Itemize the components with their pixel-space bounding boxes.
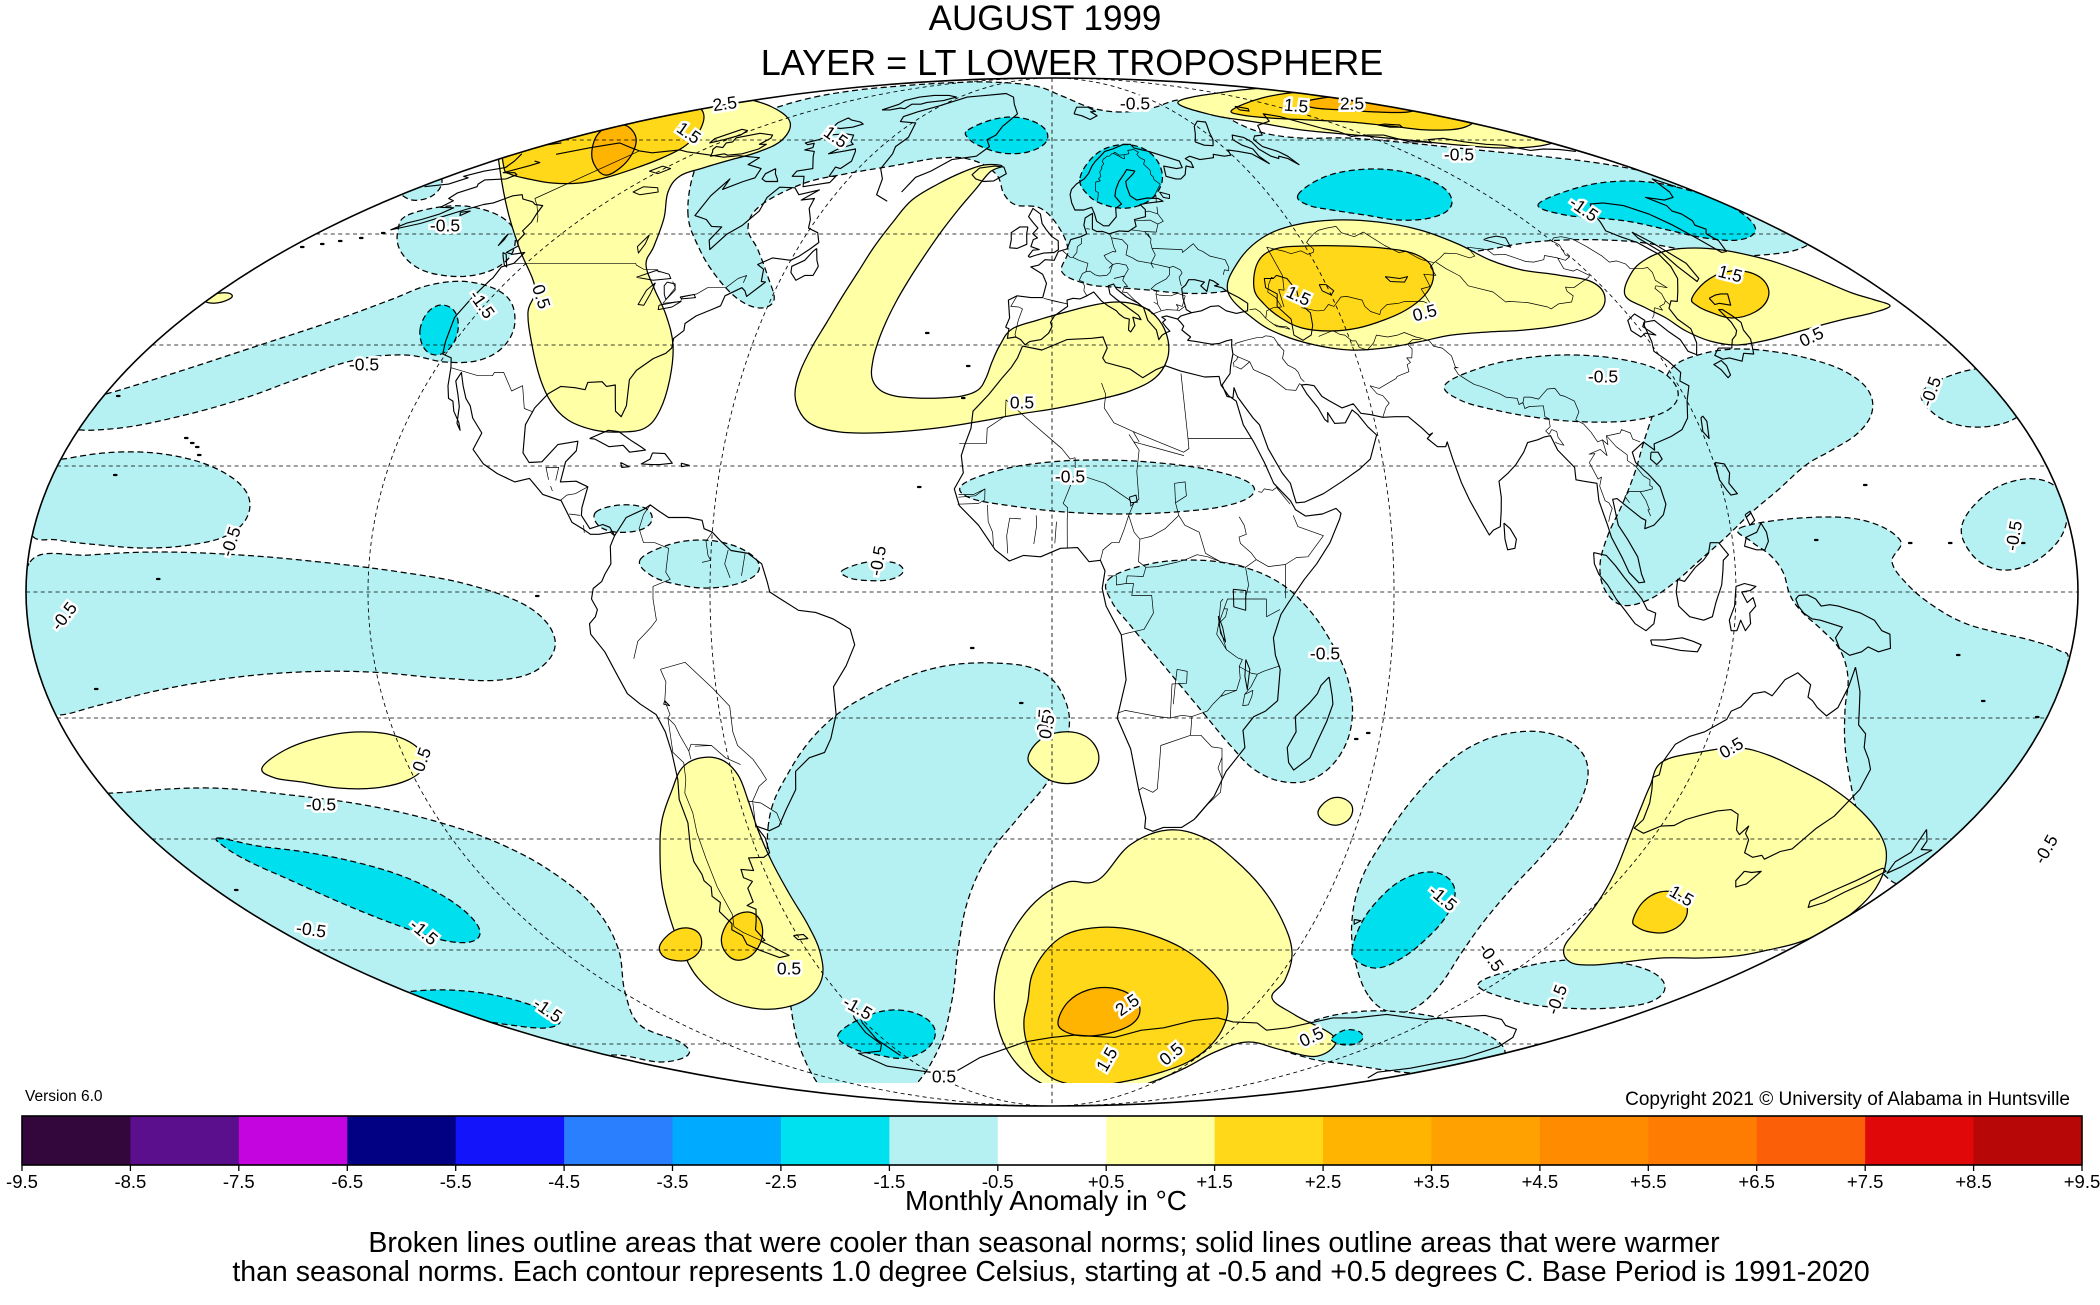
- svg-text:0.5: 0.5: [777, 959, 801, 979]
- svg-text:Version 6.0: Version 6.0: [25, 1088, 103, 1105]
- svg-text:+1.5: +1.5: [1196, 1171, 1233, 1192]
- svg-text:+9.5: +9.5: [2064, 1171, 2100, 1192]
- svg-text:-1.5: -1.5: [873, 1171, 905, 1192]
- svg-text:-0.5: -0.5: [1444, 145, 1474, 165]
- svg-text:-5.5: -5.5: [440, 1171, 472, 1192]
- svg-text:0.5: 0.5: [932, 1067, 956, 1087]
- svg-text:-9.5: -9.5: [6, 1171, 38, 1192]
- svg-text:LAYER = LT LOWER TROPOSPHERE: LAYER = LT LOWER TROPOSPHERE: [761, 42, 1384, 83]
- svg-text:-0.5: -0.5: [1120, 94, 1150, 114]
- svg-text:-6.5: -6.5: [331, 1171, 363, 1192]
- svg-text:AUGUST 1999: AUGUST 1999: [929, 0, 1162, 38]
- svg-text:-0.5: -0.5: [1032, 708, 1055, 740]
- svg-text:Monthly Anomaly in °C: Monthly Anomaly in °C: [905, 1185, 1187, 1216]
- svg-text:-0.5: -0.5: [1055, 467, 1085, 487]
- svg-text:-7.5: -7.5: [223, 1171, 255, 1192]
- svg-text:+4.5: +4.5: [1522, 1171, 1559, 1192]
- svg-text:0.5: 0.5: [1010, 393, 1034, 413]
- svg-text:Copyright 2021 © University of: Copyright 2021 © University of Alabama i…: [1625, 1089, 2070, 1110]
- svg-text:+0.5: +0.5: [1088, 1171, 1125, 1192]
- svg-text:+7.5: +7.5: [1847, 1171, 1884, 1192]
- svg-text:+3.5: +3.5: [1413, 1171, 1450, 1192]
- svg-text:+8.5: +8.5: [1955, 1171, 1992, 1192]
- svg-text:-3.5: -3.5: [657, 1171, 689, 1192]
- svg-text:-0.5: -0.5: [306, 795, 336, 815]
- svg-text:+6.5: +6.5: [1738, 1171, 1775, 1192]
- svg-text:-0.5: -0.5: [295, 918, 328, 942]
- svg-text:+5.5: +5.5: [1630, 1171, 1667, 1192]
- svg-text:2.5: 2.5: [1340, 94, 1364, 114]
- svg-text:-0.5: -0.5: [430, 216, 460, 236]
- svg-text:1.5: 1.5: [1283, 95, 1309, 117]
- svg-text:Broken lines outline areas tha: Broken lines outline areas that were coo…: [368, 1227, 1720, 1259]
- svg-text:than seasonal norms. Each cont: than seasonal norms. Each contour repres…: [232, 1256, 1869, 1288]
- svg-text:-4.5: -4.5: [548, 1171, 580, 1192]
- svg-text:-8.5: -8.5: [114, 1171, 146, 1192]
- svg-text:-0.5: -0.5: [982, 1171, 1014, 1192]
- svg-text:+2.5: +2.5: [1305, 1171, 1342, 1192]
- svg-text:-0.5: -0.5: [1588, 367, 1618, 387]
- svg-text:0.5: 0.5: [1035, 713, 1059, 740]
- svg-text:-2.5: -2.5: [765, 1171, 797, 1192]
- svg-text:-0.5: -0.5: [1310, 644, 1340, 664]
- svg-text:2.5: 2.5: [711, 92, 738, 115]
- svg-text:-0.5: -0.5: [349, 355, 379, 375]
